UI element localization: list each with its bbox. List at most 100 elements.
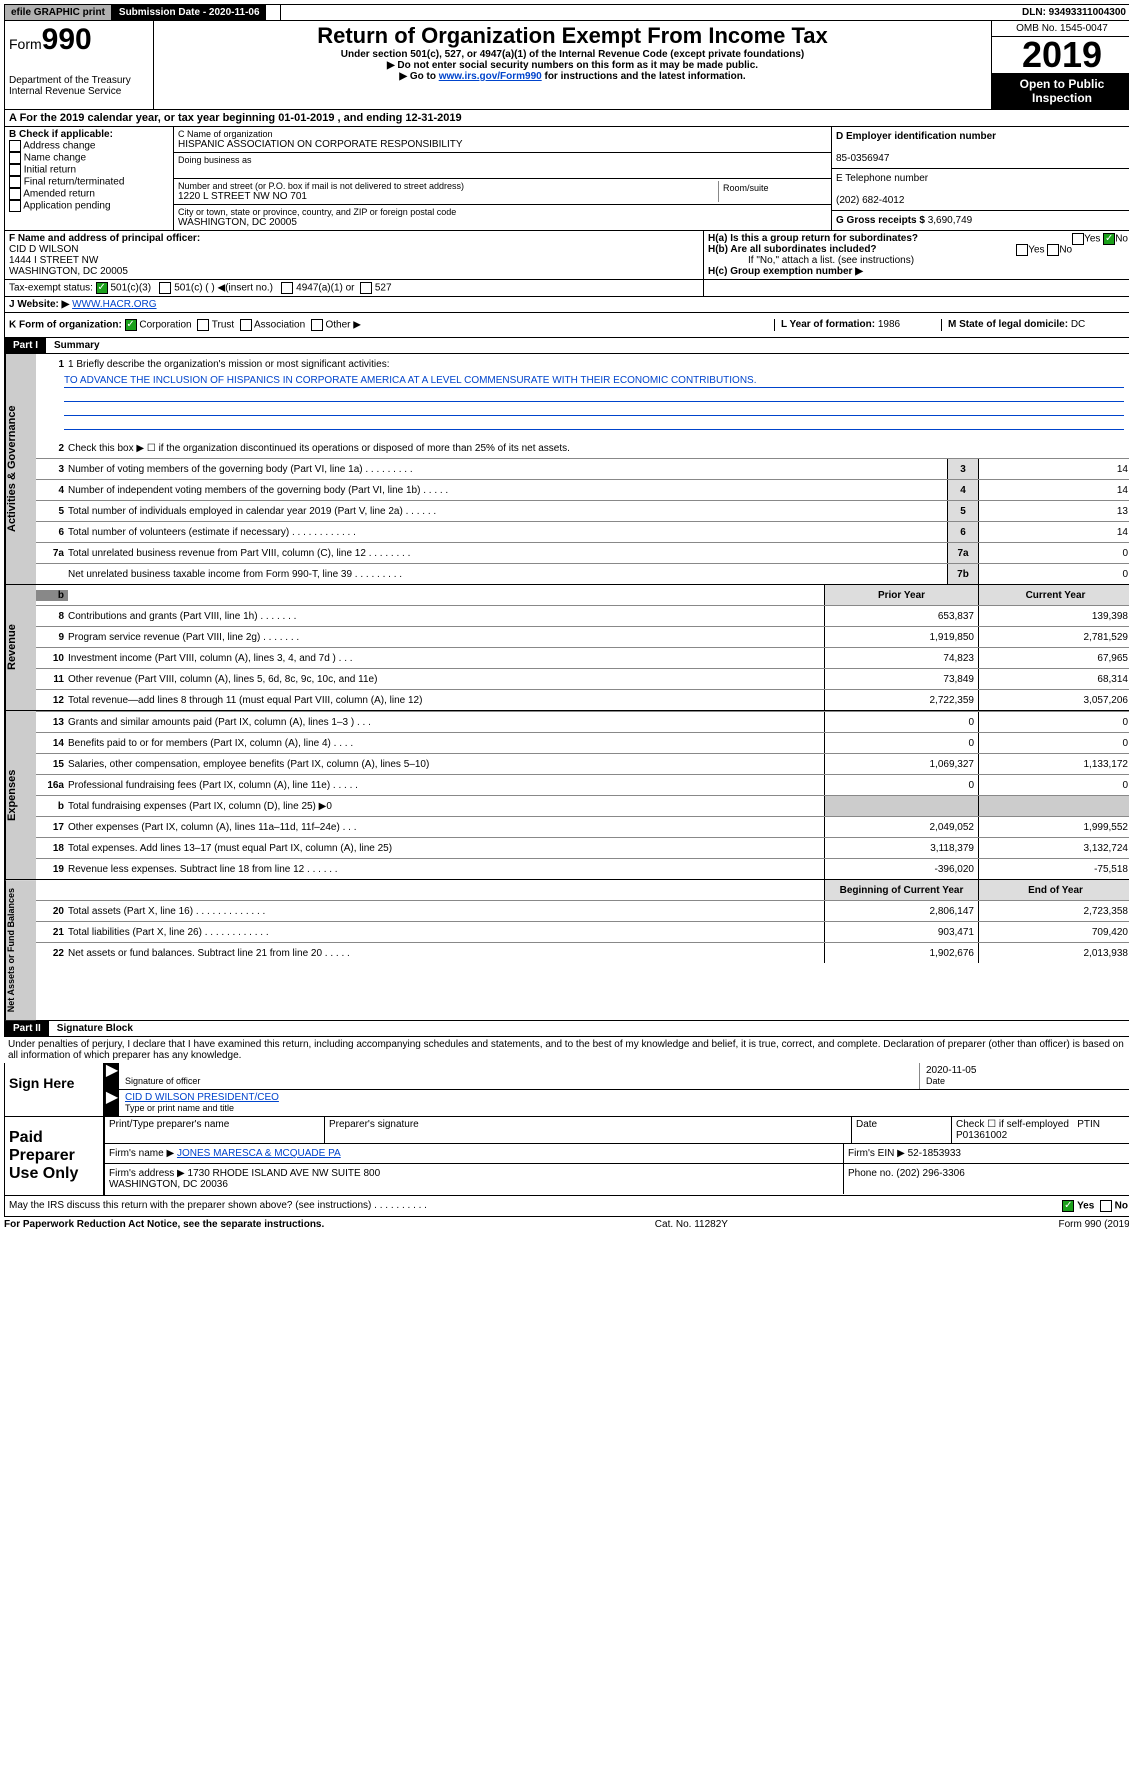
revenue-section: Revenue bPrior YearCurrent Year 8Contrib… bbox=[4, 585, 1129, 711]
sig-officer-label: Signature of officer bbox=[125, 1076, 200, 1086]
501c3-check[interactable]: ✓ bbox=[96, 282, 108, 294]
city-label: City or town, state or province, country… bbox=[178, 207, 827, 217]
top-bar: efile GRAPHIC print Submission Date - 20… bbox=[4, 4, 1129, 21]
trust-check[interactable] bbox=[197, 319, 209, 331]
part1-header: Part I bbox=[5, 338, 46, 353]
summary-line: 20Total assets (Part X, line 16) . . . .… bbox=[36, 900, 1129, 921]
527-check[interactable] bbox=[360, 282, 372, 294]
submission-date: Submission Date - 2020-11-06 bbox=[113, 5, 266, 20]
sig-date: 2020-11-05 bbox=[926, 1065, 976, 1076]
irs-link[interactable]: www.irs.gov/Form990 bbox=[439, 71, 542, 82]
hb-label: H(b) Are all subordinates included? bbox=[708, 244, 877, 255]
prep-name-label: Print/Type preparer's name bbox=[105, 1117, 325, 1144]
summary-line: 12Total revenue—add lines 8 through 11 (… bbox=[36, 689, 1129, 710]
form-title: Return of Organization Exempt From Incom… bbox=[158, 23, 987, 49]
street-address: 1220 L STREET NW NO 701 bbox=[178, 191, 718, 202]
subtitle-1: Under section 501(c), 527, or 4947(a)(1)… bbox=[158, 49, 987, 60]
colb-item: Amended return bbox=[9, 188, 169, 200]
colb-item: Name change bbox=[9, 152, 169, 164]
prep-date-label: Date bbox=[852, 1117, 952, 1144]
assoc-check[interactable] bbox=[240, 319, 252, 331]
part2-title: Signature Block bbox=[49, 1023, 133, 1034]
summary-line: 6Total number of volunteers (estimate if… bbox=[36, 521, 1129, 542]
tel-label: E Telephone number bbox=[836, 173, 928, 184]
col-d-e-g: D Employer identification number 85-0356… bbox=[832, 127, 1129, 230]
firm-phone: (202) 296-3306 bbox=[896, 1168, 964, 1179]
h-section: H(a) Is this a group return for subordin… bbox=[704, 231, 1129, 279]
footer-right: Form 990 (2019) bbox=[1059, 1219, 1129, 1230]
vlabel-revenue: Revenue bbox=[5, 585, 36, 710]
summary-line: bTotal fundraising expenses (Part IX, co… bbox=[36, 795, 1129, 816]
vlabel-expenses: Expenses bbox=[5, 711, 36, 879]
line2-text: Check this box ▶ ☐ if the organization d… bbox=[68, 441, 1129, 456]
officer-signed-name[interactable]: CID D WILSON PRESIDENT/CEO bbox=[125, 1092, 279, 1103]
preparer-section: Paid Preparer Use Only Print/Type prepar… bbox=[4, 1117, 1129, 1196]
summary-line: 19Revenue less expenses. Subtract line 1… bbox=[36, 858, 1129, 879]
4947-check[interactable] bbox=[281, 282, 293, 294]
summary-line: 16aProfessional fundraising fees (Part I… bbox=[36, 774, 1129, 795]
mission-text: TO ADVANCE THE INCLUSION OF HISPANICS IN… bbox=[64, 374, 1124, 388]
end-year-head: End of Year bbox=[978, 880, 1129, 900]
form-number: 990 bbox=[42, 23, 92, 56]
addr-label: Number and street (or P.O. box if mail i… bbox=[178, 181, 718, 191]
domicile-label: M State of legal domicile: bbox=[948, 319, 1068, 330]
website-link[interactable]: WWW.HACR.ORG bbox=[72, 299, 156, 310]
hb-no[interactable] bbox=[1047, 244, 1059, 256]
part-2: Part II Signature Block bbox=[4, 1021, 1129, 1037]
page-footer: For Paperwork Reduction Act Notice, see … bbox=[4, 1217, 1129, 1232]
ptin-value: P01361002 bbox=[956, 1130, 1007, 1141]
footer-mid: Cat. No. 11282Y bbox=[655, 1219, 728, 1230]
officer-name: CID D WILSON bbox=[9, 244, 78, 255]
colb-item: Application pending bbox=[9, 200, 169, 212]
tel-value: (202) 682-4012 bbox=[836, 195, 904, 206]
ha-yes[interactable] bbox=[1072, 233, 1084, 245]
prep-sig-label: Preparer's signature bbox=[325, 1117, 852, 1144]
gross-value: 3,690,749 bbox=[928, 215, 973, 226]
website-label: J Website: ▶ bbox=[9, 299, 69, 310]
firm-name-label: Firm's name ▶ bbox=[109, 1148, 174, 1159]
efile-label[interactable]: efile GRAPHIC print bbox=[5, 5, 113, 20]
summary-line: Net unrelated business taxable income fr… bbox=[36, 563, 1129, 584]
colb-item: Initial return bbox=[9, 164, 169, 176]
other-check[interactable] bbox=[311, 319, 323, 331]
org-name: HISPANIC ASSOCIATION ON CORPORATE RESPON… bbox=[178, 139, 827, 150]
firm-addr-label: Firm's address ▶ bbox=[109, 1168, 185, 1179]
summary-line: 9Program service revenue (Part VIII, lin… bbox=[36, 626, 1129, 647]
col-c-name-address: C Name of organization HISPANIC ASSOCIAT… bbox=[174, 127, 832, 230]
row-f-h: F Name and address of principal officer:… bbox=[4, 231, 1129, 280]
firm-name[interactable]: JONES MARESCA & MCQUADE PA bbox=[177, 1148, 341, 1159]
corp-check[interactable]: ✓ bbox=[125, 319, 137, 331]
dba-label: Doing business as bbox=[178, 155, 827, 165]
officer-addr: 1444 I STREET NW WASHINGTON, DC 20005 bbox=[9, 255, 128, 277]
row-i: Tax-exempt status: ✓ 501(c)(3) 501(c) ( … bbox=[4, 280, 1129, 297]
entity-info-grid: B Check if applicable: Address change Na… bbox=[4, 127, 1129, 231]
ein-label: D Employer identification number bbox=[836, 131, 996, 142]
hc-label: H(c) Group exemption number ▶ bbox=[708, 266, 863, 277]
paid-preparer-label: Paid Preparer Use Only bbox=[5, 1117, 105, 1195]
hb-yes[interactable] bbox=[1016, 244, 1028, 256]
part-1: Part I Summary bbox=[4, 338, 1129, 354]
summary-line: 10Investment income (Part VIII, column (… bbox=[36, 647, 1129, 668]
summary-line: 21Total liabilities (Part X, line 26) . … bbox=[36, 921, 1129, 942]
501c-check[interactable] bbox=[159, 282, 171, 294]
domicile: DC bbox=[1071, 319, 1085, 330]
year-formation-label: L Year of formation: bbox=[781, 319, 875, 330]
self-employed-check[interactable]: Check ☐ if self-employed bbox=[956, 1119, 1069, 1130]
tax-exempt-label: Tax-exempt status: bbox=[9, 283, 93, 294]
discuss-row: May the IRS discuss this return with the… bbox=[4, 1196, 1129, 1217]
summary-line: 17Other expenses (Part IX, column (A), l… bbox=[36, 816, 1129, 837]
part1-title: Summary bbox=[46, 340, 100, 351]
summary-line: 11Other revenue (Part VIII, column (A), … bbox=[36, 668, 1129, 689]
perjury-text: Under penalties of perjury, I declare th… bbox=[4, 1037, 1129, 1063]
form-header: Form990 Department of the Treasury Inter… bbox=[4, 21, 1129, 110]
ha-no[interactable]: ✓ bbox=[1103, 233, 1115, 245]
colb-item: Address change bbox=[9, 140, 169, 152]
discuss-text: May the IRS discuss this return with the… bbox=[9, 1200, 1062, 1212]
header-right: OMB No. 1545-0047 2019 Open to Public In… bbox=[991, 21, 1129, 109]
col-b-checkboxes: B Check if applicable: Address change Na… bbox=[5, 127, 174, 230]
ha-label: H(a) Is this a group return for subordin… bbox=[708, 233, 918, 244]
discuss-yes[interactable]: ✓ bbox=[1062, 1200, 1074, 1212]
discuss-no[interactable] bbox=[1100, 1200, 1112, 1212]
summary-line: 7aTotal unrelated business revenue from … bbox=[36, 542, 1129, 563]
row-j: J Website: ▶ WWW.HACR.ORG bbox=[4, 297, 1129, 313]
